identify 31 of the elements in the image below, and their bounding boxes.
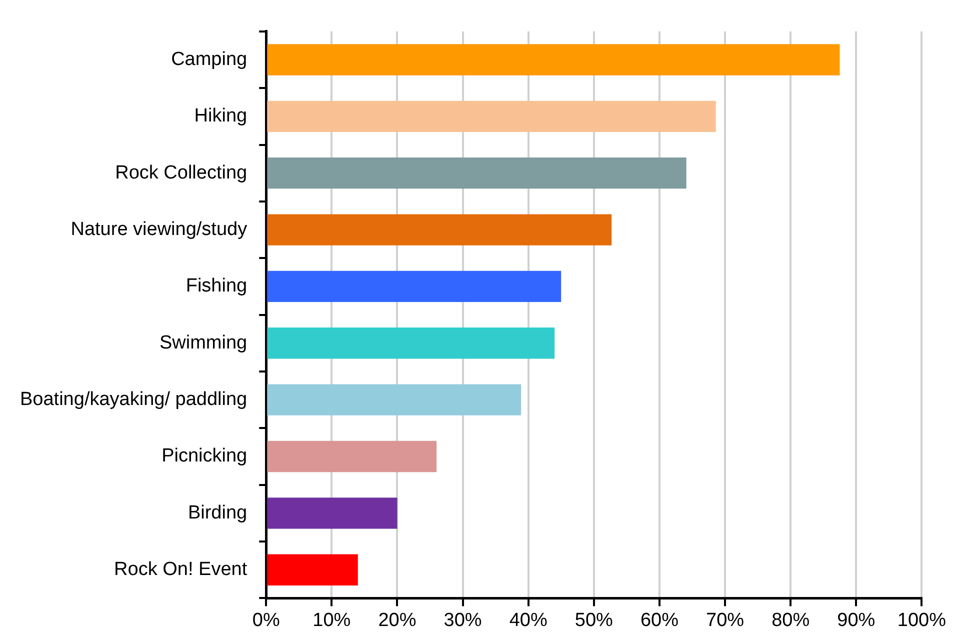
x-tick-label: 20% [378, 610, 416, 631]
bar [267, 384, 522, 416]
bar [267, 270, 562, 302]
y-tick-label: Hiking [194, 106, 248, 127]
bar [267, 554, 358, 586]
y-tick-label: Birding [188, 502, 248, 524]
y-tick-label: Nature viewing/study [70, 219, 248, 240]
y-tick-label: Rock On! Event [114, 559, 248, 580]
y-tick-label: Picnicking [162, 446, 248, 467]
bar [267, 158, 686, 189]
y-tick-label: Boating/kayaking/ paddling [20, 389, 248, 410]
bar [267, 44, 840, 76]
bar [267, 440, 437, 472]
bar [267, 214, 612, 246]
y-tick-label: Swimming [159, 332, 248, 354]
y-tick-label: Camping [171, 48, 248, 70]
x-tick-label: 100% [897, 610, 946, 631]
x-tick-label: 0% [252, 610, 280, 631]
bar [267, 498, 398, 529]
x-tick-label: 70% [706, 610, 744, 631]
bar [267, 100, 716, 132]
y-tick-label: Fishing [186, 276, 248, 297]
x-tick-label: 80% [772, 610, 810, 631]
x-tick-label: 50% [574, 610, 614, 631]
x-tick-label: 60% [640, 610, 679, 631]
x-tick-label: 40% [509, 610, 548, 631]
x-tick-label: 30% [444, 610, 482, 631]
bar [267, 328, 555, 359]
x-tick-label: 10% [312, 610, 351, 631]
y-tick-label: Rock Collecting [115, 162, 248, 184]
x-tick-label: 90% [837, 610, 876, 631]
